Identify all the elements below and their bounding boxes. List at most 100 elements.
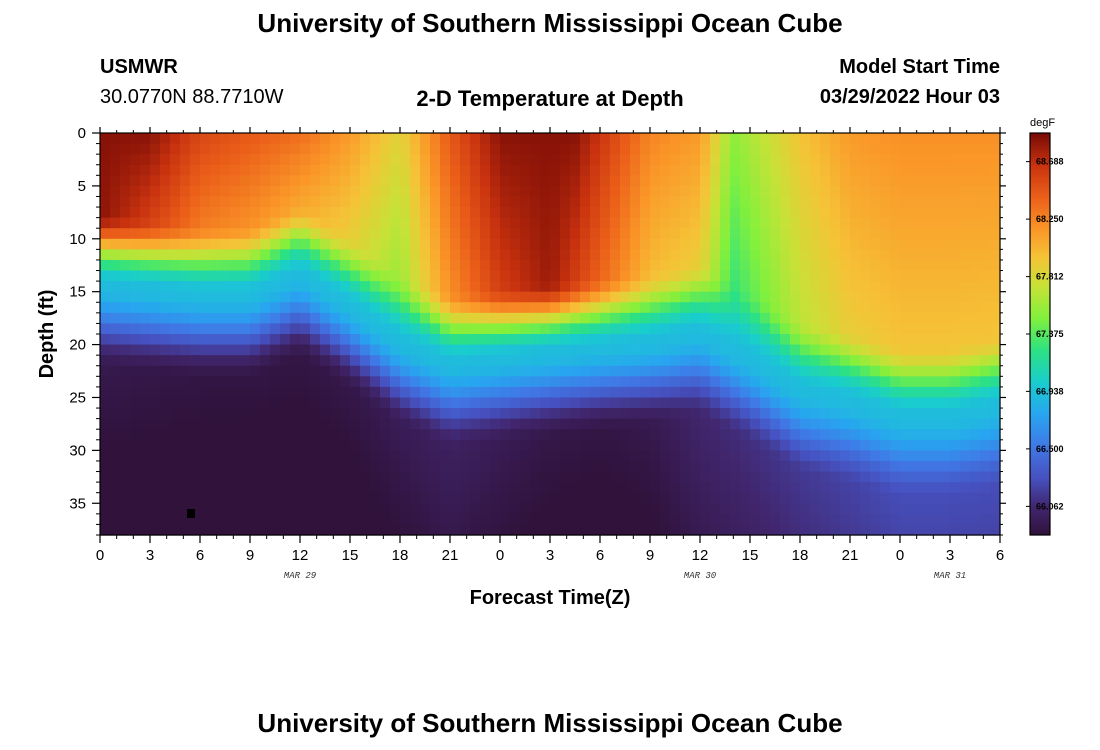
heatmap-cell — [420, 439, 431, 451]
heatmap-cell — [370, 397, 381, 409]
heatmap-cell — [410, 175, 421, 187]
heatmap-cell — [700, 164, 711, 176]
heatmap-cell — [610, 429, 621, 441]
heatmap-cell — [450, 471, 461, 483]
heatmap-cell — [690, 397, 701, 409]
heatmap-cell — [390, 482, 401, 494]
heatmap-cell — [520, 439, 531, 451]
heatmap-cell — [550, 291, 561, 303]
heatmap-cell — [520, 291, 531, 303]
heatmap-cell — [220, 154, 231, 166]
heatmap-cell — [580, 312, 591, 325]
heatmap-cell — [290, 143, 301, 155]
heatmap-cell — [760, 524, 771, 536]
heatmap-cell — [680, 175, 691, 187]
heatmap-cell — [580, 386, 591, 399]
heatmap-cell — [550, 238, 561, 250]
heatmap-cell — [380, 249, 391, 261]
heatmap-cell — [910, 175, 921, 187]
heatmap-cell — [440, 386, 451, 399]
heatmap-cell — [850, 207, 861, 219]
heatmap-cell — [490, 217, 501, 229]
heatmap-cell — [550, 513, 561, 526]
heatmap-cell — [410, 524, 421, 536]
heatmap-cell — [820, 503, 831, 515]
heatmap-cell — [950, 259, 961, 272]
heatmap-cell — [740, 408, 751, 420]
heatmap-cell — [470, 334, 481, 346]
heatmap-cell — [200, 460, 211, 473]
heatmap-cell — [260, 133, 271, 145]
heatmap-cell — [690, 524, 701, 536]
heatmap-cell — [590, 196, 601, 208]
heatmap-cell — [280, 312, 291, 325]
heatmap-cell — [290, 217, 301, 229]
heatmap-cell — [170, 207, 181, 219]
heatmap-cell — [970, 418, 981, 430]
heatmap-cell — [710, 249, 721, 261]
heatmap-cell — [620, 238, 631, 250]
colorbar-label: 67.812 — [1036, 272, 1064, 282]
heatmap-cell — [480, 249, 491, 261]
heatmap-cell — [330, 429, 341, 441]
heatmap-cell — [280, 302, 291, 314]
heatmap-cell — [420, 323, 431, 335]
heatmap-cell — [420, 365, 431, 377]
heatmap-cell — [820, 196, 831, 208]
heatmap-cell — [540, 471, 551, 483]
heatmap-cell — [890, 143, 901, 155]
heatmap-cell — [620, 270, 631, 282]
heatmap-cell — [330, 175, 341, 187]
heatmap-cell — [690, 513, 701, 526]
heatmap-cell — [350, 281, 361, 293]
heatmap-cell — [660, 503, 671, 515]
heatmap-cell — [810, 238, 821, 250]
heatmap-cell — [830, 365, 841, 377]
heatmap-cell — [960, 408, 971, 420]
heatmap-cell — [180, 386, 191, 399]
heatmap-cell — [320, 185, 331, 198]
heatmap-cell — [530, 196, 541, 208]
heatmap-cell — [490, 185, 501, 198]
heatmap-cell — [480, 365, 491, 377]
heatmap-cell — [390, 259, 401, 272]
heatmap-cell — [720, 207, 731, 219]
heatmap-cell — [520, 133, 531, 145]
heatmap-cell — [180, 323, 191, 335]
heatmap-cell — [110, 471, 121, 483]
heatmap-cell — [370, 175, 381, 187]
heatmap-cell — [740, 482, 751, 494]
heatmap-cell — [360, 344, 371, 356]
heatmap-cell — [450, 259, 461, 272]
heatmap-cell — [810, 143, 821, 155]
heatmap-cell — [650, 238, 661, 250]
heatmap-cell — [510, 376, 521, 388]
heatmap-cell — [730, 503, 741, 515]
heatmap-cell — [740, 302, 751, 314]
heatmap-cell — [670, 513, 681, 526]
heatmap-cell — [950, 207, 961, 219]
heatmap-cell — [870, 323, 881, 335]
heatmap-cell — [420, 397, 431, 409]
heatmap-cell — [400, 376, 411, 388]
heatmap-cell — [620, 450, 631, 462]
heatmap-cell — [120, 439, 131, 451]
heatmap-cell — [800, 344, 811, 356]
heatmap-cell — [500, 185, 511, 198]
heatmap-cell — [880, 249, 891, 261]
heatmap-cell — [580, 334, 591, 346]
heatmap-cell — [250, 365, 261, 377]
heatmap-cell — [160, 249, 171, 261]
heatmap-cell — [490, 164, 501, 176]
heatmap-cell — [990, 238, 1001, 250]
heatmap-cell — [320, 281, 331, 293]
heatmap-cell — [670, 291, 681, 303]
heatmap-cell — [570, 429, 581, 441]
heatmap-cell — [490, 281, 501, 293]
heatmap-cell — [780, 397, 791, 409]
heatmap-cell — [100, 482, 111, 494]
heatmap-cell — [970, 270, 981, 282]
heatmap-cell — [160, 386, 171, 399]
heatmap-cell — [510, 154, 521, 166]
heatmap-cell — [740, 175, 751, 187]
